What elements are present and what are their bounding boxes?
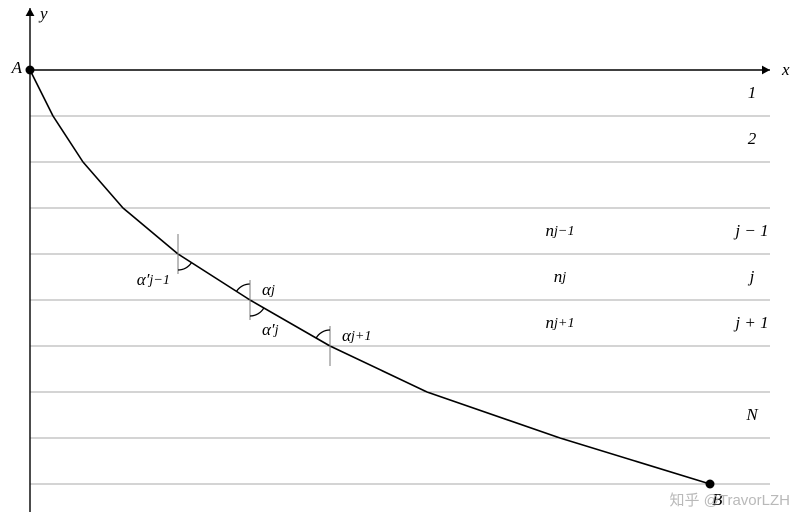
diagram-svg: xyABα′j−1αjα′jαj+112j − 1jj + 1Nnj−1njnj…: [0, 0, 802, 522]
refractive-label-1: nj: [440, 259, 680, 295]
angle-label-3: αj+1: [222, 318, 462, 354]
angle-label-1: αj: [142, 272, 382, 308]
diagram-canvas: xyABα′j−1αjα′jαj+112j − 1jj + 1Nnj−1njnj…: [0, 0, 802, 522]
y-axis-label: y: [0, 0, 160, 32]
layer-index-label-1: 2: [632, 121, 802, 157]
refractive-label-2: nj+1: [440, 305, 680, 341]
layer-index-label-5: N: [632, 397, 802, 433]
point-B-label: B: [592, 482, 802, 518]
point-A-label: A: [0, 50, 142, 86]
layer-index-label-0: 1: [632, 75, 802, 111]
refractive-label-0: nj−1: [440, 213, 680, 249]
